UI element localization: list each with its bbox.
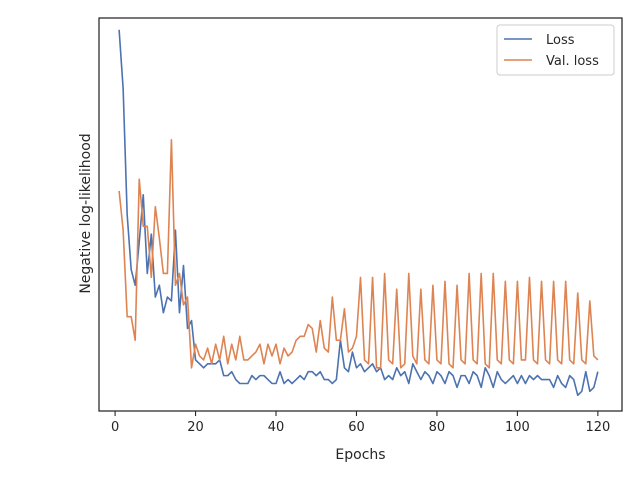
plot-frame — [98, 17, 623, 412]
legend-box — [496, 24, 615, 76]
legend: Loss Val. loss — [496, 24, 615, 76]
x-tick-label: 120 — [585, 420, 610, 435]
legend-label-1: Loss — [546, 33, 575, 48]
x-axis-label: Epochs — [335, 447, 385, 463]
x-tick-label: 60 — [348, 420, 365, 435]
y-axis-label: Negative log-likelihood — [78, 133, 94, 293]
x-axis: 0 20 40 60 80 100 120 — [111, 411, 610, 435]
x-tick-label: 0 — [111, 420, 119, 435]
x-tick-label: 100 — [505, 420, 530, 435]
x-tick-label: 80 — [429, 420, 446, 435]
series-line-1 — [118, 29, 599, 397]
x-tick-label: 20 — [187, 420, 204, 435]
series-line-2 — [118, 139, 599, 369]
legend-label-2: Val. loss — [546, 54, 599, 69]
x-tick-label: 40 — [268, 420, 285, 435]
series-group — [118, 29, 599, 397]
